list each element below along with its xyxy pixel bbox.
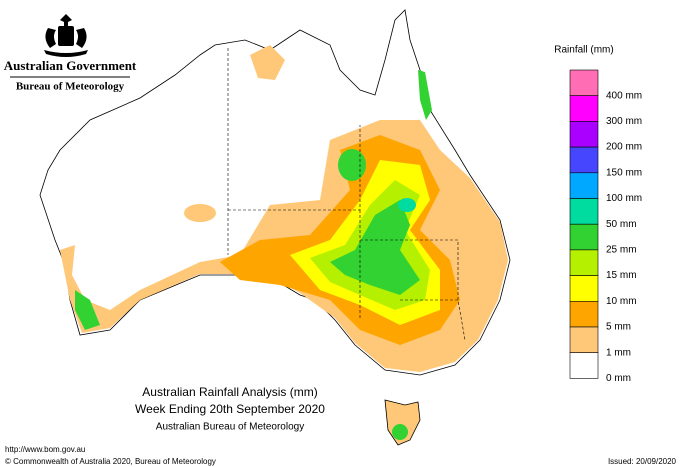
rain-25mm bbox=[330, 200, 420, 295]
title-line-2: Week Ending 20th September 2020 bbox=[135, 402, 325, 416]
rain-50mm bbox=[398, 198, 416, 212]
legend-label: 15 mm bbox=[606, 270, 637, 281]
legend-label: 1 mm bbox=[606, 347, 631, 358]
legend-label: 50 mm bbox=[606, 219, 637, 230]
map bbox=[39, 9, 511, 446]
legend-swatch bbox=[569, 300, 599, 328]
rain-sw bbox=[75, 290, 100, 330]
title-line-3: Australian Bureau of Meteorology bbox=[156, 422, 304, 433]
legend-swatch bbox=[569, 275, 599, 302]
legend-label: 5 mm bbox=[606, 322, 631, 333]
legend-label: 200 mm bbox=[606, 142, 642, 153]
legend-label: 25 mm bbox=[606, 245, 637, 256]
legend-swatch bbox=[569, 249, 599, 276]
title-line-1: Australian Rainfall Analysis (mm) bbox=[142, 385, 317, 399]
footer-copyright: © Commonwealth of Australia 2020, Bureau… bbox=[5, 457, 216, 466]
rain-1mm-north bbox=[250, 45, 285, 80]
legend-label: 150 mm bbox=[606, 167, 642, 178]
legend-label: 300 mm bbox=[606, 116, 642, 127]
legend: 400 mm 300 mm 200 mm 150 mm 100 mm 50 mm 25 mm… bbox=[569, 69, 642, 384]
border-nt-sa bbox=[228, 125, 466, 341]
legend-label: 10 mm bbox=[606, 296, 637, 307]
legend-label: 0 mm bbox=[606, 373, 631, 384]
footer-issued: Issued: 20/09/2020 bbox=[608, 457, 677, 466]
legend-swatch bbox=[569, 352, 599, 379]
rain-25mm-north bbox=[338, 149, 366, 181]
rain-1mm-west bbox=[184, 204, 216, 222]
legend-label: 400 mm bbox=[606, 90, 642, 101]
agency-name: Bureau of Meteorology bbox=[16, 81, 125, 93]
footer-url: http://www.bom.gov.au bbox=[5, 445, 85, 454]
legend-swatch bbox=[569, 95, 599, 122]
legend-swatch bbox=[569, 172, 599, 199]
legend-swatch bbox=[569, 121, 599, 148]
legend-swatch bbox=[569, 326, 599, 354]
legend-label: 100 mm bbox=[606, 193, 642, 204]
rain-tas bbox=[392, 424, 408, 440]
legend-title: Rainfall (mm) bbox=[554, 45, 613, 56]
government-name: Australian Government bbox=[4, 58, 137, 73]
legend-swatch bbox=[569, 146, 599, 174]
crest bbox=[44, 14, 88, 57]
legend-swatch bbox=[569, 198, 599, 225]
legend-swatch bbox=[569, 69, 599, 97]
legend-swatch bbox=[569, 223, 599, 251]
rain-qld-coast bbox=[418, 70, 432, 120]
